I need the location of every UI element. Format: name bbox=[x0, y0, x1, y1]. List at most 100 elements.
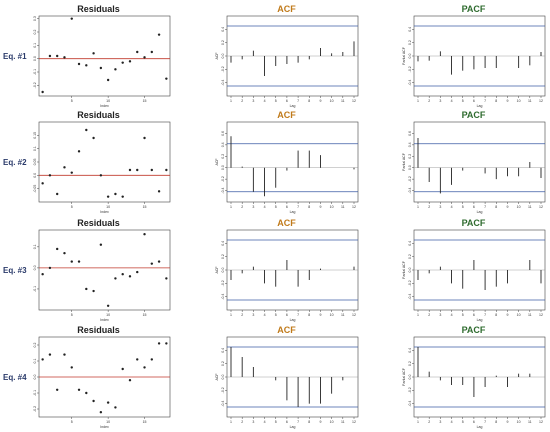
residual-point bbox=[165, 77, 168, 80]
y-tick-label: 0.0 bbox=[221, 268, 225, 273]
x-axis-label: Lag bbox=[477, 425, 483, 429]
x-tick-label: 6 bbox=[286, 420, 288, 424]
x-tick-label: 9 bbox=[319, 205, 321, 209]
y-tick-label: 0.1 bbox=[33, 359, 37, 364]
residual-point bbox=[128, 275, 132, 278]
x-tick-label: 8 bbox=[495, 420, 497, 424]
x-tick-label: 10 bbox=[106, 205, 110, 209]
residual-point bbox=[143, 56, 146, 59]
y-tick-label: -0.4 bbox=[408, 294, 412, 300]
x-tick-label: 11 bbox=[341, 420, 345, 424]
y-tick-label: -0.2 bbox=[221, 387, 225, 393]
x-tick-label: 10 bbox=[517, 99, 521, 103]
x-axis-label: Index bbox=[100, 425, 109, 429]
x-tick-label: 10 bbox=[330, 420, 334, 424]
x-tick-label: 10 bbox=[517, 313, 521, 317]
y-axis-label: Partial ACF bbox=[402, 368, 406, 386]
panel-title: ACF bbox=[277, 325, 296, 335]
residual-point bbox=[106, 195, 110, 198]
x-tick-label: 1 bbox=[230, 99, 232, 103]
x-tick-label: 9 bbox=[506, 205, 508, 209]
panel-title: ACF bbox=[277, 218, 296, 228]
y-tick-label: 0.4 bbox=[221, 27, 225, 32]
residual-point bbox=[150, 50, 154, 54]
y-tick-label: 0.0 bbox=[408, 165, 412, 170]
y-tick-label: -0.2 bbox=[33, 406, 37, 412]
residual-point bbox=[143, 366, 146, 369]
y-tick-label: 0.2 bbox=[33, 30, 37, 35]
residual-point bbox=[99, 174, 103, 177]
x-tick-label: 4 bbox=[264, 205, 266, 209]
panel-residuals-row-1: Residuals Eq. #1 -0.2 -0.1 0.0 0.1 0.2 0.3 5 10 15… bbox=[3, 4, 171, 108]
x-tick-label: 8 bbox=[308, 205, 310, 209]
residual-point bbox=[99, 66, 103, 70]
y-tick-label: 0.4 bbox=[221, 142, 225, 147]
residual-point bbox=[99, 411, 103, 414]
x-axis-label: Lag bbox=[290, 210, 296, 214]
residual-point bbox=[70, 260, 73, 263]
residual-point bbox=[48, 353, 52, 356]
x-tick-label: 6 bbox=[473, 205, 475, 209]
x-axis-label: Index bbox=[100, 104, 109, 108]
x-tick-label: 11 bbox=[528, 313, 532, 317]
panel-title: Residuals bbox=[77, 218, 120, 228]
x-tick-label: 5 bbox=[71, 99, 73, 103]
x-tick-label: 8 bbox=[495, 313, 497, 317]
x-tick-label: 4 bbox=[451, 205, 453, 209]
x-tick-label: 15 bbox=[143, 205, 147, 209]
panel-title: PACF bbox=[462, 218, 486, 228]
x-tick-label: 6 bbox=[286, 313, 288, 317]
x-tick-label: 8 bbox=[308, 313, 310, 317]
y-axis-label: Partial ACF bbox=[402, 153, 406, 171]
y-tick-label: 0.4 bbox=[408, 241, 412, 246]
residual-point bbox=[48, 174, 52, 177]
residual-point bbox=[70, 171, 73, 174]
y-tick-label: 0.0 bbox=[33, 173, 37, 178]
plot-frame bbox=[226, 121, 359, 203]
x-tick-label: 12 bbox=[352, 99, 356, 103]
x-tick-label: 2 bbox=[428, 99, 430, 103]
residual-point bbox=[77, 62, 81, 66]
x-tick-label: 1 bbox=[417, 205, 419, 209]
y-tick-label: -0.4 bbox=[221, 188, 225, 194]
x-tick-label: 2 bbox=[241, 313, 243, 317]
y-tick-label: -0.1 bbox=[33, 390, 37, 396]
x-tick-label: 7 bbox=[297, 313, 299, 317]
y-tick-label: 0.2 bbox=[221, 40, 225, 45]
residual-point bbox=[157, 190, 161, 193]
x-tick-label: 10 bbox=[106, 99, 110, 103]
residual-point bbox=[136, 168, 139, 172]
residual-point bbox=[99, 243, 103, 246]
y-tick-label: 0.2 bbox=[408, 40, 412, 45]
residual-point bbox=[143, 136, 146, 140]
x-tick-label: 11 bbox=[528, 205, 532, 209]
y-tick-label: 0.4 bbox=[408, 142, 412, 147]
y-tick-label: 0.2 bbox=[221, 254, 225, 259]
residual-point bbox=[136, 50, 139, 54]
x-tick-label: 1 bbox=[230, 420, 232, 424]
residual-point bbox=[143, 233, 146, 236]
residual-point bbox=[92, 289, 95, 293]
y-tick-label: -0.4 bbox=[408, 401, 412, 407]
x-tick-label: 9 bbox=[506, 420, 508, 424]
x-tick-label: 6 bbox=[473, 420, 475, 424]
residual-point bbox=[121, 195, 124, 198]
x-tick-label: 10 bbox=[330, 313, 334, 317]
y-axis-label: ACF bbox=[215, 267, 219, 274]
x-tick-label: 8 bbox=[495, 205, 497, 209]
x-tick-label: 4 bbox=[451, 313, 453, 317]
residual-point bbox=[92, 52, 95, 55]
residual-point bbox=[70, 366, 73, 369]
x-tick-label: 3 bbox=[439, 205, 441, 209]
x-axis-label: Lag bbox=[477, 318, 483, 322]
y-tick-label: 0.0 bbox=[221, 165, 225, 170]
x-tick-label: 8 bbox=[308, 99, 310, 103]
y-tick-label: -0.2 bbox=[408, 176, 412, 182]
y-tick-label: -0.1 bbox=[33, 69, 37, 75]
x-tick-label: 2 bbox=[428, 205, 430, 209]
plot-frame bbox=[38, 121, 171, 203]
y-tick-label: 0.2 bbox=[408, 154, 412, 159]
